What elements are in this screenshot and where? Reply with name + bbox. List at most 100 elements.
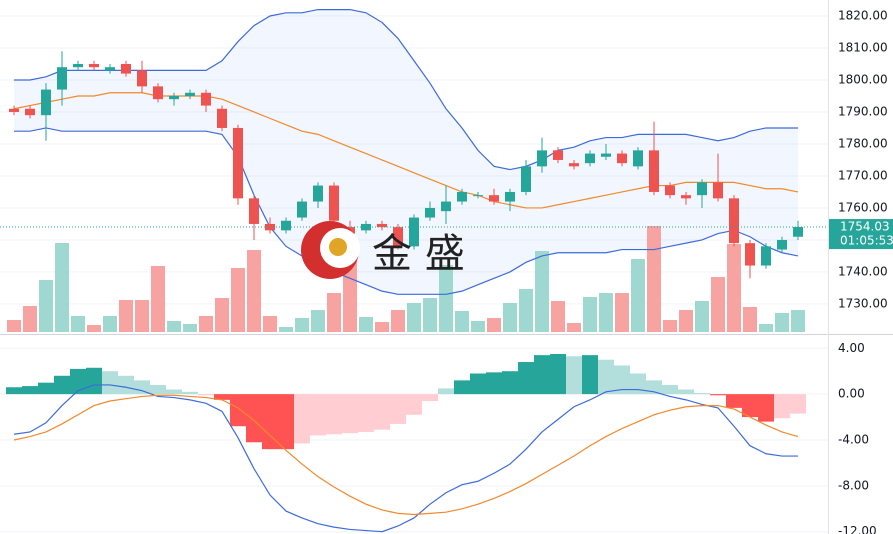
histogram-bar	[294, 394, 310, 444]
candle-body	[537, 150, 547, 167]
candle-body	[473, 195, 483, 197]
band-line	[14, 8, 798, 171]
histogram-bar	[502, 371, 518, 395]
candle-body	[713, 182, 723, 199]
candle-body	[649, 150, 659, 192]
histogram-bar	[118, 375, 134, 395]
histogram-bar	[726, 394, 742, 408]
y-tick-label: 1760.00	[838, 200, 888, 214]
histogram-bar	[406, 394, 422, 415]
candle-body	[761, 246, 771, 266]
volume-bar	[71, 316, 85, 332]
candle-body	[233, 127, 243, 199]
candle-body	[729, 198, 739, 244]
volume-bar	[343, 260, 357, 332]
histogram-bar	[358, 394, 374, 432]
histogram-bar	[758, 394, 774, 422]
histogram-bar	[230, 394, 246, 427]
histogram-bar	[70, 368, 86, 395]
volume-bar	[55, 243, 69, 332]
y-tick-label: -12.00	[838, 524, 877, 534]
histogram-bar	[22, 386, 38, 395]
histogram-bar	[38, 382, 54, 395]
y-tick-label: 1810.00	[838, 40, 888, 54]
histogram-bar	[102, 371, 118, 395]
candle-body	[569, 163, 579, 167]
histogram-bar	[790, 394, 806, 414]
candle-body	[745, 243, 755, 266]
candle-body	[617, 153, 627, 164]
volume-bar	[727, 244, 741, 332]
histogram-bar	[614, 365, 630, 395]
candle-body	[521, 166, 531, 192]
volume-bar	[135, 300, 149, 332]
histogram-bar	[550, 354, 566, 395]
volume-bar	[215, 298, 229, 332]
volume-bar	[247, 250, 261, 332]
histogram-bar	[694, 392, 710, 395]
volume-bar	[583, 297, 597, 332]
histogram-bar	[534, 355, 550, 395]
volume-bar	[615, 293, 629, 332]
volume-bar	[311, 310, 325, 332]
candle-body	[41, 89, 51, 116]
candle-body	[585, 153, 595, 164]
candle-body	[121, 63, 131, 74]
candle-body	[793, 227, 803, 237]
y-tick-label: 1800.00	[838, 72, 888, 86]
histogram-bar	[630, 373, 646, 395]
volume-bar	[183, 324, 197, 332]
candle-body	[681, 195, 691, 199]
band-line	[14, 127, 799, 295]
histogram-bar	[422, 394, 438, 402]
histogram-bar	[310, 394, 326, 436]
candle-body	[377, 223, 387, 228]
y-tick-label: 1790.00	[838, 104, 888, 118]
volume-bar	[551, 301, 565, 332]
y-tick-label: 1780.00	[838, 136, 888, 150]
y-tick-label: 1820.00	[838, 8, 888, 22]
candle-body	[137, 70, 147, 87]
volume-bar	[711, 277, 725, 332]
volume-bar	[503, 303, 517, 332]
histogram-bar	[598, 359, 614, 395]
histogram-bar	[246, 394, 262, 443]
histogram-bar	[150, 384, 166, 395]
volume-bar	[359, 317, 373, 332]
histogram-bar	[742, 394, 758, 418]
countdown: 01:05:53	[840, 234, 893, 248]
volume-bar	[775, 313, 789, 332]
histogram-bar	[326, 394, 342, 435]
volume-bar	[743, 307, 757, 332]
histogram-bar	[262, 394, 278, 450]
histogram-bar	[6, 387, 22, 395]
volume-bar	[119, 300, 133, 332]
candle-body	[89, 63, 99, 68]
histogram-bar	[582, 355, 598, 395]
volume-bar	[455, 311, 469, 332]
candle-body	[9, 108, 19, 112]
volume-bar	[423, 298, 437, 332]
histogram-bar	[662, 384, 678, 395]
candle-body	[313, 185, 323, 202]
volume-bar	[631, 259, 645, 332]
band-fill	[14, 9, 798, 295]
price-tag	[829, 219, 893, 250]
histogram-bar	[390, 394, 406, 424]
volume-bar	[23, 306, 37, 332]
histogram-bar	[438, 388, 454, 395]
histogram-bar	[566, 356, 582, 395]
volume-bar	[231, 268, 245, 332]
y-tick-label: 1770.00	[838, 168, 888, 182]
y-tick-label: 1740.00	[838, 264, 888, 278]
macd-line	[13, 384, 798, 533]
volume-bar	[567, 323, 581, 332]
y-tick-label: -8.00	[838, 478, 869, 492]
macd-line	[13, 394, 799, 516]
logo	[301, 221, 360, 279]
volume-bar	[199, 316, 213, 332]
volume-bar	[279, 327, 293, 332]
volume-bar	[327, 293, 341, 332]
volume-bar	[295, 318, 309, 332]
